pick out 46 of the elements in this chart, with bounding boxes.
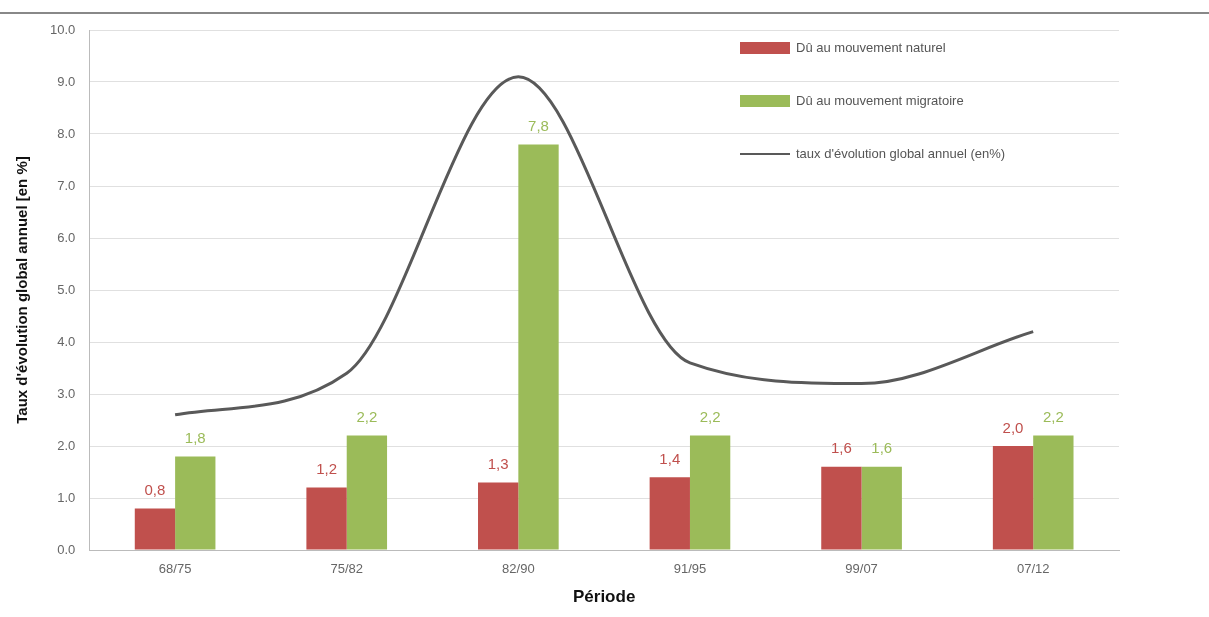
data-label: 2,2 — [356, 408, 378, 426]
y-tick-label: 1.0 — [57, 489, 76, 505]
legend-label: taux d'évolution global annuel (en%) — [796, 146, 1006, 161]
bar — [649, 477, 690, 550]
data-label: 2,2 — [1042, 408, 1064, 426]
data-label: 1,4 — [659, 449, 681, 467]
data-label: 1,2 — [316, 460, 337, 478]
legend-label: Dû au mouvement naturel — [796, 40, 946, 55]
x-tick-label: 91/95 — [673, 561, 707, 577]
bar — [992, 446, 1034, 550]
y-axis-title: Taux d'évolution global annuel [en %] — [13, 156, 31, 424]
bar — [175, 456, 216, 550]
x-tick-label: 82/90 — [502, 561, 535, 577]
y-tick-label: 7.0 — [57, 177, 76, 193]
y-tick-label: 3.0 — [57, 385, 76, 401]
y-tick-label: 10.0 — [49, 21, 76, 37]
data-label: 1,6 — [871, 439, 893, 457]
bar — [689, 435, 731, 550]
bar — [134, 508, 176, 550]
x-tick-label: 99/07 — [845, 561, 878, 577]
bar — [346, 435, 388, 550]
bar — [821, 466, 862, 550]
legend-label: Dû au mouvement migratoire — [796, 93, 964, 108]
y-tick-label: 2.0 — [57, 437, 76, 453]
x-tick-label: 68/75 — [158, 561, 192, 577]
x-tick-label: 75/82 — [330, 561, 363, 577]
bar — [306, 487, 347, 550]
bar — [518, 144, 559, 550]
data-label: 0,8 — [144, 481, 166, 499]
y-tick-label: 9.0 — [57, 73, 76, 89]
x-axis-title: Période — [572, 587, 636, 607]
data-label: 1,6 — [830, 439, 852, 457]
data-label: 2,2 — [699, 408, 721, 426]
data-label: 1,8 — [184, 429, 206, 447]
y-tick-label: 5.0 — [57, 281, 76, 297]
x-tick-label: 07/12 — [1016, 561, 1050, 577]
bar — [478, 482, 519, 550]
y-tick-label: 6.0 — [57, 229, 76, 245]
y-tick-label: 4.0 — [57, 333, 76, 349]
y-tick-label: 8.0 — [57, 125, 76, 141]
y-tick-label: 0.0 — [57, 541, 76, 557]
data-label: 2,0 — [1002, 418, 1024, 436]
bar — [861, 466, 902, 550]
bar — [1033, 435, 1074, 550]
data-label: 7,8 — [528, 117, 549, 135]
data-label: 1,3 — [487, 455, 509, 473]
